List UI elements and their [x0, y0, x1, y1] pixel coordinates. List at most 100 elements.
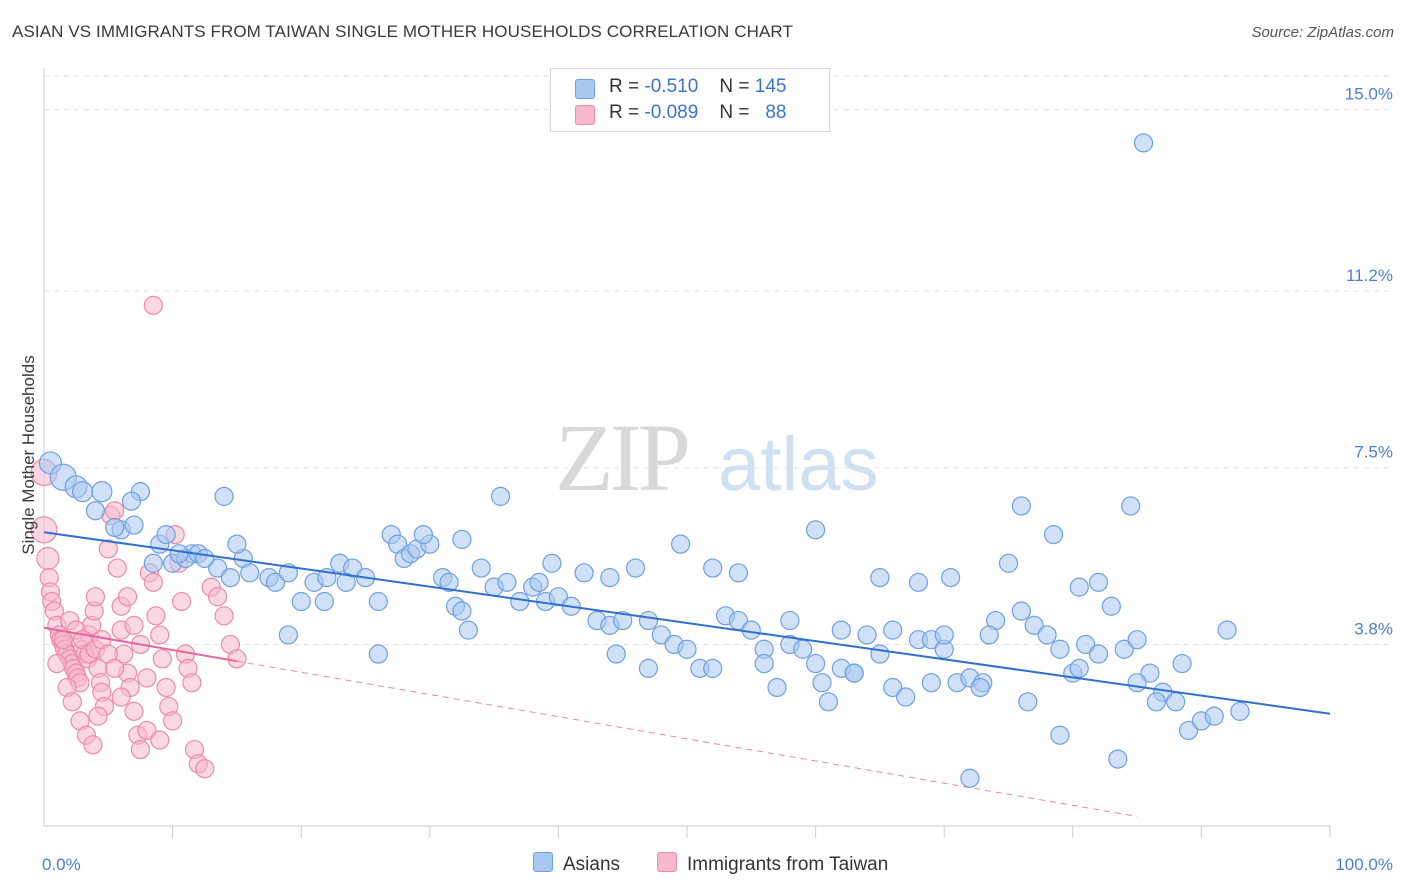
taiwan-point-45	[150, 625, 170, 645]
asian-point-129	[780, 610, 800, 631]
asian-point-77	[883, 677, 903, 698]
asian-point-135	[844, 663, 864, 683]
taiwan-point-41	[137, 668, 157, 688]
asian-point-119	[941, 567, 961, 588]
asian-point-47	[510, 591, 530, 612]
asian-point-63	[703, 558, 723, 578]
taiwan-point-1	[30, 516, 58, 544]
chart-title: ASIAN VS IMMIGRANTS FROM TAIWAN SINGLE M…	[12, 22, 793, 41]
asian-point-116	[805, 520, 826, 540]
trend-lines	[43, 531, 1331, 817]
asian-point-3	[71, 481, 94, 503]
taiwan-point-85	[111, 687, 131, 707]
asian-point-99	[1166, 692, 1186, 712]
taiwan-point-87	[150, 730, 170, 750]
y-tick-label-2: 11.2%	[1346, 266, 1393, 285]
asian-point-11	[214, 486, 234, 506]
asian-point-18	[208, 558, 228, 578]
asian-point-143	[960, 768, 980, 788]
legend-r-value-asians: -0.510	[644, 76, 699, 97]
asian-point-68	[767, 677, 787, 698]
asian-point-32	[368, 591, 388, 612]
asian-point-144	[1108, 749, 1128, 769]
asian-point-133	[754, 653, 774, 674]
asian-point-138	[1018, 692, 1038, 712]
asian-point-124	[1088, 572, 1109, 592]
taiwan-point-64	[143, 295, 163, 315]
taiwan-point-77	[124, 615, 144, 635]
asian-point-76	[870, 644, 890, 664]
bottom-legend-asians: Asians	[533, 852, 620, 876]
source-label: Source: ZipAtlas.com	[1251, 24, 1394, 41]
legend-swatch-blue	[575, 79, 595, 99]
asian-point-21	[240, 563, 260, 583]
asian-point-30	[336, 572, 356, 592]
asian-point-104	[1230, 701, 1250, 721]
asian-point-23	[265, 572, 286, 592]
asian-point-49	[529, 572, 549, 592]
asian-point-105	[1133, 133, 1154, 153]
asian-point-71	[805, 653, 826, 674]
legend-r-value-taiwan: -0.089	[644, 102, 699, 123]
asian-point-97	[1140, 663, 1160, 683]
taiwan-point-60	[208, 587, 228, 607]
taiwan-point-84	[88, 706, 108, 726]
taiwan-point-61	[214, 606, 234, 626]
tick-labels: 3.8% 7.5% 11.2% 15.0% 0.0% 100.0%	[42, 84, 1393, 874]
taiwan-point-70	[53, 630, 73, 650]
asian-point-44	[471, 558, 491, 578]
taiwan-point-44	[146, 606, 166, 626]
asian-point-122	[1121, 496, 1141, 516]
y-tick-label-3: 15.0%	[1345, 84, 1393, 103]
asian-point-59	[651, 625, 671, 645]
legend-n-value-taiwan: 88	[765, 102, 787, 123]
bottom-legend-swatch-blue	[533, 852, 553, 872]
asian-point-87	[1011, 601, 1031, 621]
taiwan-point-46	[152, 649, 172, 669]
asian-point-75	[857, 625, 877, 645]
taiwan-point-49	[163, 711, 183, 731]
y-axis-label: Single Mother Households	[19, 355, 38, 554]
asian-point-88	[1024, 615, 1044, 635]
asian-point-40	[439, 572, 459, 592]
bottom-legend-taiwan-label: Immigrants from Taiwan	[687, 854, 889, 875]
taiwan-point-40	[130, 739, 151, 760]
asian-point-136	[921, 673, 941, 693]
trend-line-taiwan	[43, 626, 238, 663]
legend-n-value-asians: 145	[754, 76, 787, 97]
asian-point-128	[831, 620, 851, 640]
asian-point-131	[638, 658, 659, 678]
asian-point-114	[670, 534, 691, 554]
axes	[43, 68, 1331, 838]
asian-point-125	[934, 625, 954, 645]
trend-line-taiwan-extension	[236, 660, 1138, 817]
asian-point-126	[979, 625, 999, 645]
asian-point-121	[1043, 524, 1064, 545]
asian-point-117	[870, 567, 890, 588]
asian-point-86	[998, 553, 1019, 573]
series-taiwan-points	[30, 295, 247, 779]
asian-point-107	[278, 625, 298, 645]
legend-r-label: R =	[609, 102, 640, 123]
asian-point-10	[124, 515, 144, 535]
asian-point-118	[908, 572, 929, 592]
asian-point-66	[741, 620, 761, 640]
asian-point-134	[812, 673, 832, 693]
asian-point-111	[490, 486, 511, 506]
taiwan-point-83	[83, 735, 103, 755]
asian-point-108	[314, 591, 334, 612]
asian-point-7	[85, 501, 106, 521]
taiwan-point-63	[227, 649, 247, 669]
asian-point-110	[452, 529, 472, 549]
asian-point-89	[1037, 625, 1057, 645]
taiwan-point-2	[36, 546, 60, 571]
asian-point-4	[91, 481, 113, 503]
asian-point-56	[613, 610, 633, 631]
asian-point-57	[625, 558, 646, 578]
asian-point-93	[1088, 644, 1109, 664]
taiwan-point-74	[105, 658, 125, 678]
asian-point-139	[1050, 725, 1070, 745]
asian-point-96	[1127, 630, 1147, 650]
asian-point-102	[1204, 706, 1224, 726]
